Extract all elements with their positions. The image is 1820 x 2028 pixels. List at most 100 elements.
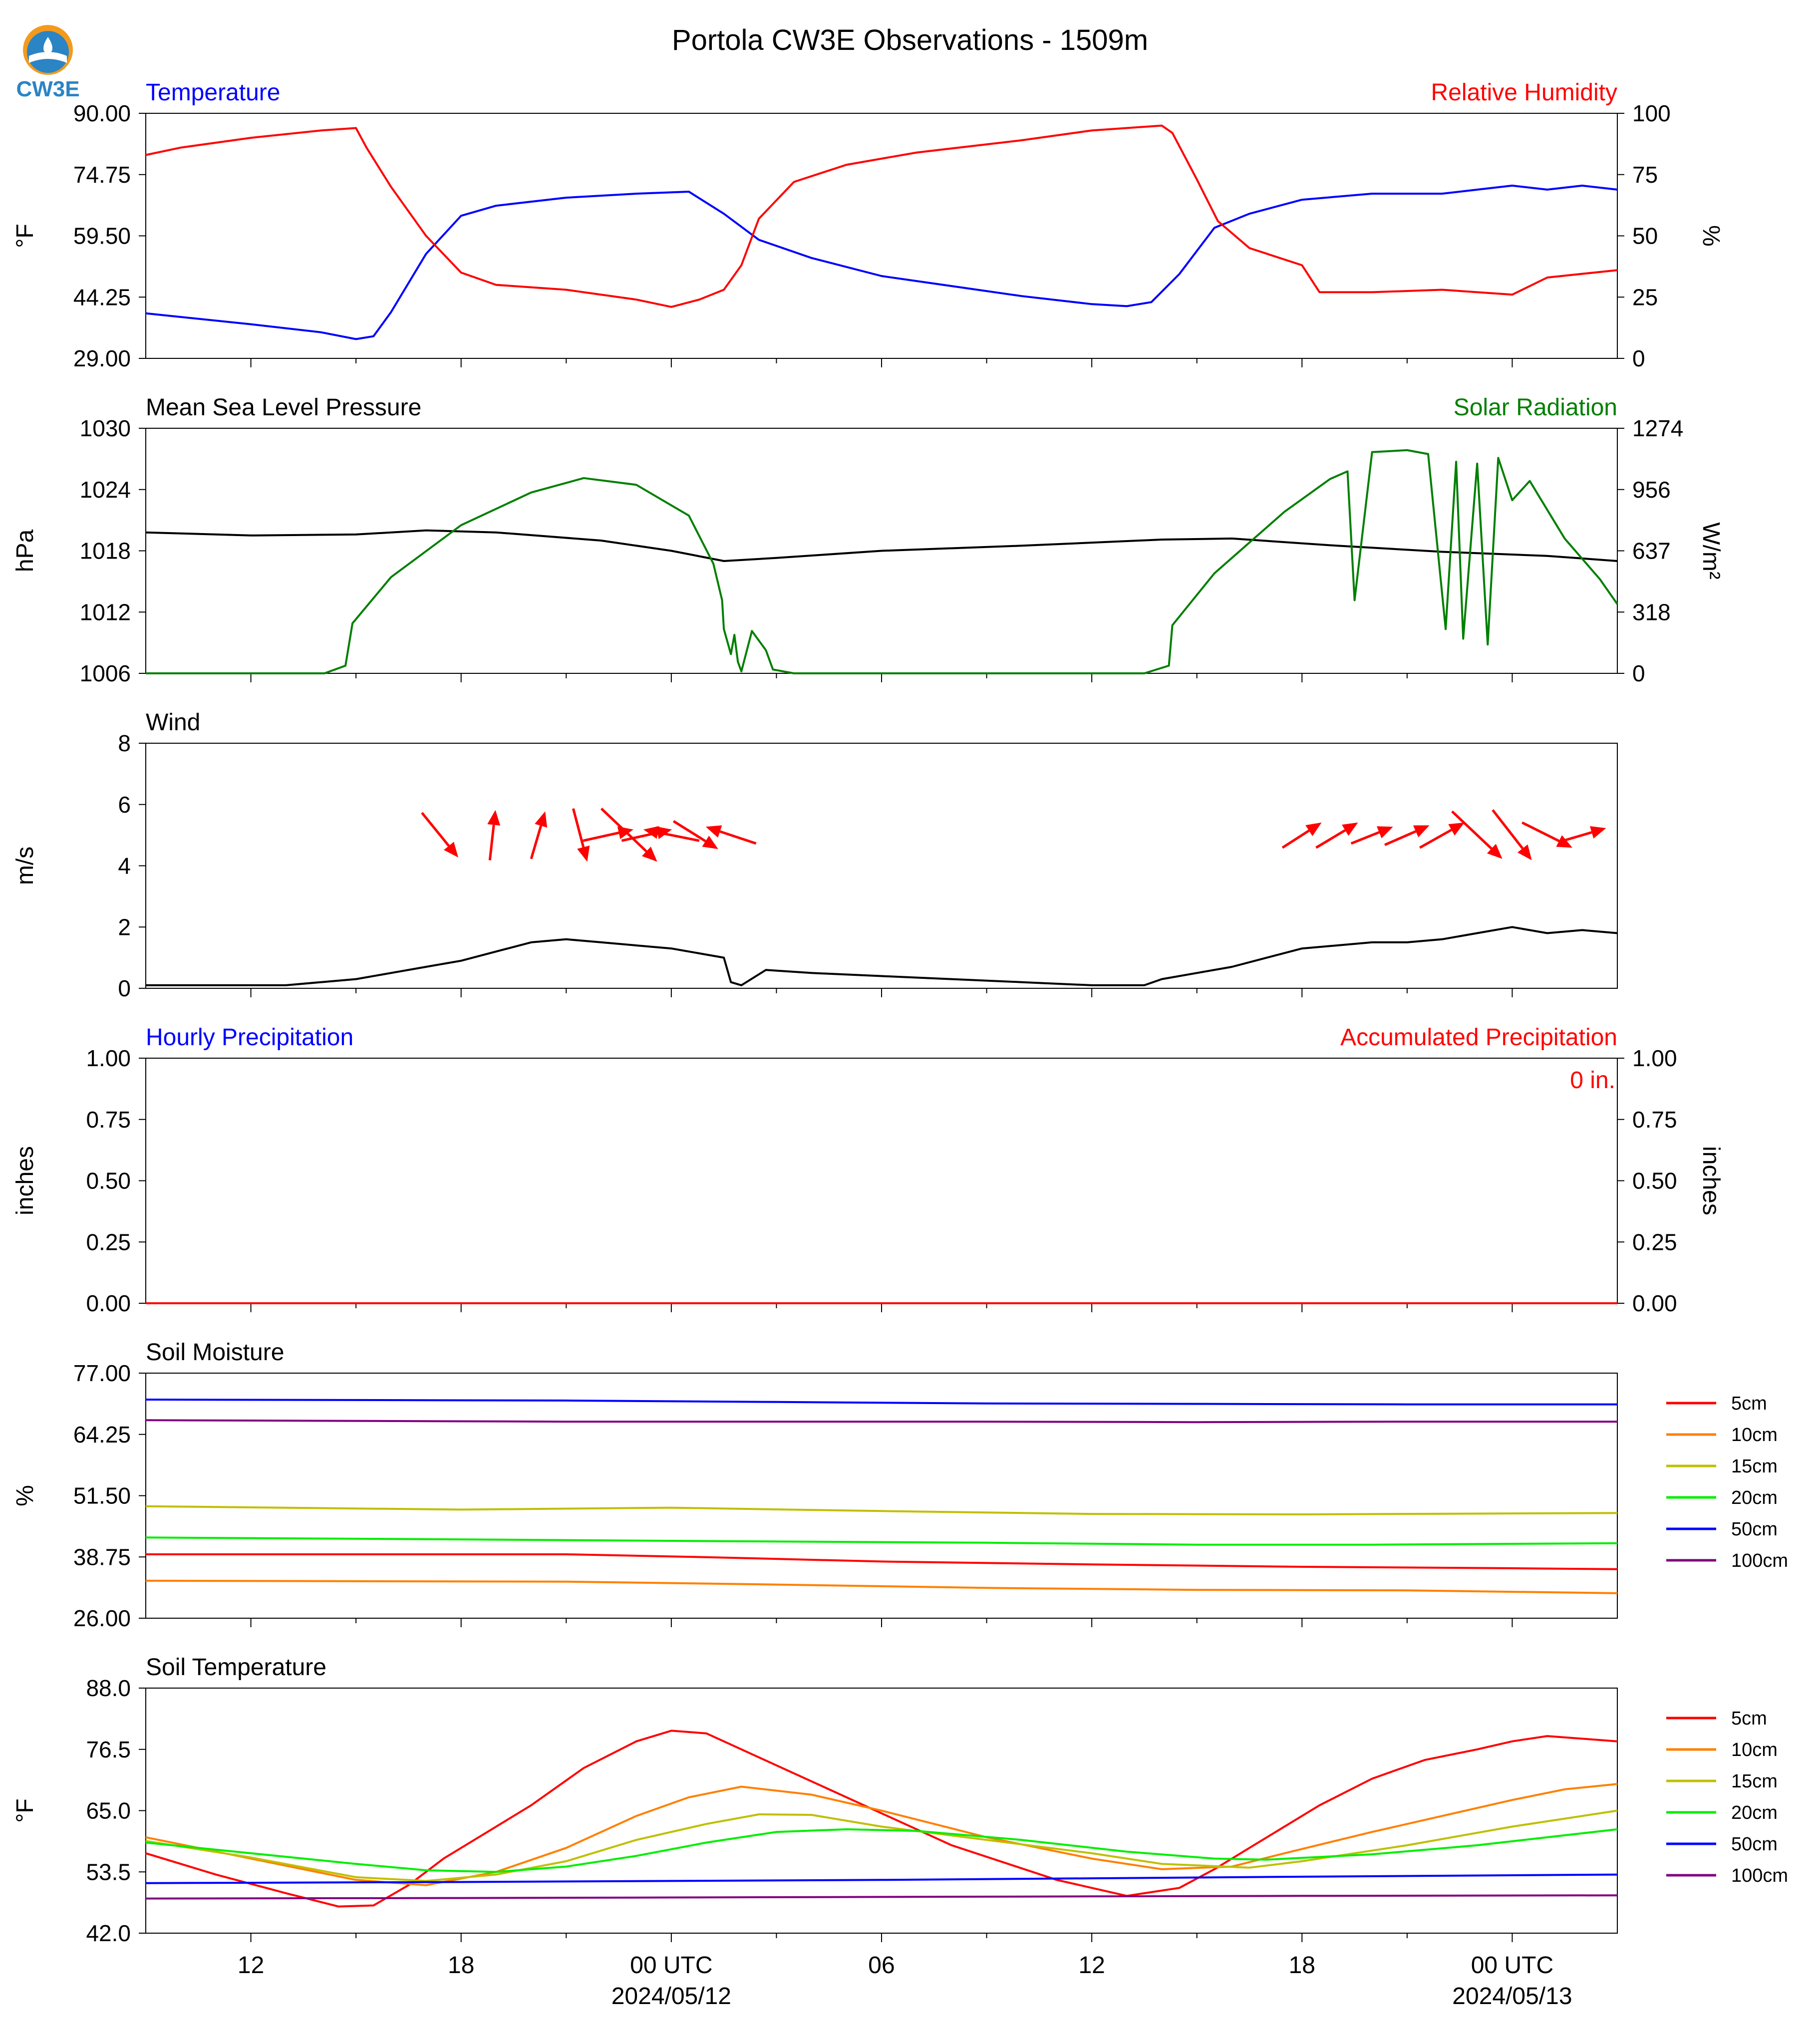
wind-arrow-shaft [1281, 830, 1310, 849]
y-tick-label-left: 6 [118, 792, 131, 818]
wind-arrow-shaft [1315, 829, 1346, 849]
wind-arrow-head [641, 847, 657, 862]
wind-arrow-head [702, 836, 718, 850]
wind-arrow-shaft [488, 825, 495, 861]
panel-title-left: Hourly Precipitation [146, 1024, 353, 1051]
legend-entry: 10cm [1666, 1425, 1778, 1446]
legend-entry: 15cm [1666, 1771, 1778, 1792]
y-tick-label-right: 0.00 [1632, 1290, 1677, 1316]
y-axis-label-right: % [1698, 225, 1724, 247]
wind-arrow-head [1413, 825, 1430, 838]
wind-arrow-head [443, 842, 458, 858]
legend-entry: 20cm [1666, 1802, 1778, 1823]
x-date-label: 2024/05/13 [1452, 1983, 1572, 2010]
series-line-50cm [145, 1399, 1617, 1406]
series-line-20cm [145, 1828, 1618, 1873]
y-tick-label-right: 318 [1632, 599, 1671, 625]
wind-arrow-shaft [1521, 821, 1560, 843]
panel-title-left: Soil Temperature [146, 1654, 326, 1681]
logo-wave-icon [29, 52, 67, 63]
legend-entry: 50cm [1666, 1834, 1778, 1855]
figure-title: Portola CW3E Observations - 1509m [672, 24, 1148, 56]
legend-label: 100cm [1731, 1865, 1788, 1886]
series-line-20cm [145, 1536, 1618, 1546]
y-axis-label-left: °F [12, 224, 38, 248]
legend-entry: 100cm [1666, 1865, 1788, 1886]
y-tick-label-left: 2 [118, 914, 131, 940]
y-tick-label-right: 1.00 [1632, 1045, 1677, 1071]
wind-arrow-head [1487, 844, 1503, 859]
legend-entry: 15cm [1666, 1456, 1778, 1477]
panel-precip: 0.00 0.25 0.50 0.75 1.00 0.00 0.25 0.50 0.75 1.00… [12, 1024, 1724, 1316]
y-axis-label-left: °F [12, 1798, 38, 1823]
y-tick-label-left: 77.00 [73, 1360, 131, 1386]
y-tick-label-left: 90.00 [73, 100, 131, 126]
y-tick-label-left: 0.50 [86, 1168, 131, 1194]
y-tick-label-left: 1030 [80, 415, 131, 441]
y-tick-label-right: 25 [1632, 284, 1658, 310]
legend-label: 10cm [1731, 1425, 1778, 1446]
y-tick-label-right: 0.75 [1632, 1107, 1677, 1133]
series-line-temperature [145, 184, 1618, 340]
wind-arrow [600, 808, 657, 862]
y-tick-label-left: 0.75 [86, 1107, 131, 1133]
wind-arrow-shaft [600, 808, 647, 853]
y-tick-label-left: 1.00 [86, 1045, 131, 1071]
panel-title-right: Relative Humidity [1431, 79, 1617, 106]
y-tick-label-left: 8 [118, 730, 131, 756]
wind-arrow-head [1448, 822, 1465, 836]
panel-title-left: Mean Sea Level Pressure [146, 394, 421, 421]
series-line-15cm [145, 1809, 1618, 1882]
wind-arrow [487, 810, 501, 861]
y-tick-label-right: 0 [1632, 345, 1645, 371]
wind-arrow [643, 826, 700, 842]
series-line-wind-speed [146, 926, 1618, 986]
x-tick-label: 12 [238, 1952, 264, 1979]
wind-arrow-head [535, 811, 548, 828]
y-axis-label-left: m/s [12, 847, 38, 885]
series-line-10cm [145, 1579, 1618, 1594]
y-tick-label-left: 74.75 [73, 162, 131, 188]
y-tick-label-right: 956 [1632, 477, 1671, 503]
y-axis-label-right: W/m² [1698, 522, 1724, 579]
legend-entry: 5cm [1666, 1393, 1767, 1414]
wind-arrow [572, 808, 590, 862]
wind-arrow-shaft [719, 830, 757, 845]
wind-arrow [421, 812, 458, 858]
panel-soil_temp: 42.0 53.5 65.0 76.5 88.0 °F Soil Temperature 5c… [12, 1654, 1788, 1946]
wind-arrow-head [1589, 826, 1606, 839]
series-line-100cm [145, 1894, 1618, 1900]
logo-text: CW3E [16, 77, 79, 101]
x-date-label: 2024/05/12 [611, 1983, 731, 2010]
panel-wind: 0 2 4 6 8 m/s Wind [12, 709, 1618, 1001]
y-tick-label-left: 64.25 [73, 1422, 131, 1448]
y-tick-label-left: 59.50 [73, 223, 131, 249]
panel-title-left: Wind [146, 709, 200, 736]
y-tick-label-right: 50 [1632, 223, 1658, 249]
series-line-5cm [145, 1730, 1618, 1908]
legend-label: 5cm [1731, 1393, 1767, 1414]
y-tick-label-left: 38.75 [73, 1544, 131, 1570]
legend-label: 15cm [1731, 1771, 1778, 1792]
y-tick-label-left: 1018 [80, 538, 131, 564]
series-line-mean-sea-level-pressure [145, 529, 1618, 562]
series-line-relative-humidity [145, 124, 1618, 308]
x-tick-label: 12 [1078, 1952, 1105, 1979]
y-tick-label-left: 1006 [80, 660, 131, 686]
y-axis-label-left: hPa [12, 529, 38, 572]
wind-arrow [1315, 822, 1358, 849]
wind-arrow [1384, 825, 1430, 847]
wind-arrow [1451, 810, 1503, 859]
logo-drop-icon [43, 37, 52, 53]
wind-arrow [1558, 826, 1606, 844]
x-tick-label: 00 UTC [630, 1952, 712, 1979]
x-tick-label: 00 UTC [1471, 1952, 1553, 1979]
accumulated-total-label: 0 in. [1570, 1067, 1615, 1094]
series-line-solar-radiation [146, 449, 1618, 674]
series-line-5cm [146, 1553, 1618, 1570]
y-tick-label-right: 100 [1632, 100, 1671, 126]
wind-arrow-shaft [1350, 831, 1380, 845]
y-tick-label-left: 42.0 [86, 1920, 131, 1946]
wind-arrow [1419, 822, 1465, 849]
legend-label: 50cm [1731, 1519, 1778, 1540]
